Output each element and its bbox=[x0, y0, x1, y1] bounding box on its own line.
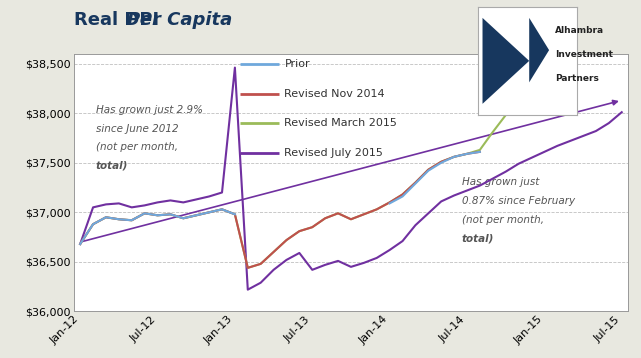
Text: (not per month,: (not per month, bbox=[96, 142, 178, 153]
Text: 0.87% since February: 0.87% since February bbox=[462, 196, 575, 206]
Text: (not per month,: (not per month, bbox=[462, 214, 544, 224]
Text: total): total) bbox=[96, 161, 128, 171]
Text: total): total) bbox=[462, 233, 494, 243]
Text: Per Capita: Per Capita bbox=[127, 11, 232, 29]
Text: Has grown just: Has grown just bbox=[462, 178, 539, 188]
Text: Revised March 2015: Revised March 2015 bbox=[285, 118, 397, 128]
Text: Revised Nov 2014: Revised Nov 2014 bbox=[285, 89, 385, 99]
Polygon shape bbox=[483, 18, 529, 104]
Text: Partners: Partners bbox=[555, 74, 599, 83]
Text: Investment: Investment bbox=[555, 50, 613, 59]
Text: Has grown just 2.9%: Has grown just 2.9% bbox=[96, 105, 203, 115]
Text: Alhambra: Alhambra bbox=[555, 26, 604, 35]
Polygon shape bbox=[529, 18, 549, 82]
Text: Real DPI: Real DPI bbox=[74, 11, 165, 29]
Text: Revised July 2015: Revised July 2015 bbox=[285, 148, 383, 158]
Text: since June 2012: since June 2012 bbox=[96, 124, 179, 134]
Text: Prior: Prior bbox=[285, 59, 310, 69]
